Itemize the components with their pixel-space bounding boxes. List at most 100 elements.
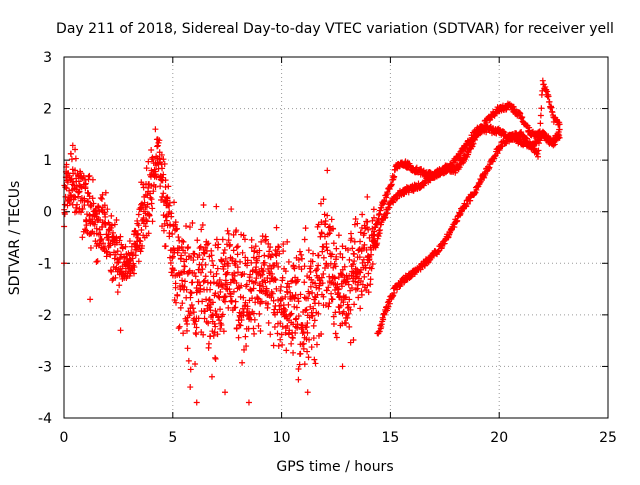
data-point <box>172 280 179 287</box>
data-point <box>244 257 251 264</box>
data-point <box>267 331 274 338</box>
data-point <box>159 165 166 172</box>
data-point <box>116 282 123 289</box>
data-point <box>239 249 246 256</box>
data-point <box>200 278 207 285</box>
data-point <box>251 330 258 337</box>
data-point <box>376 328 383 335</box>
data-point <box>189 279 196 286</box>
data-point <box>295 365 302 372</box>
data-point <box>200 331 207 338</box>
data-point <box>240 294 247 301</box>
data-point <box>234 243 241 250</box>
data-point <box>241 346 248 353</box>
data-point <box>204 279 211 286</box>
data-point <box>537 120 544 127</box>
data-point <box>228 206 235 213</box>
data-point <box>146 212 153 219</box>
data-point <box>216 277 223 284</box>
data-point <box>173 299 180 306</box>
data-point <box>261 259 268 266</box>
data-point <box>244 305 251 312</box>
data-point <box>122 243 129 250</box>
data-point <box>158 151 165 158</box>
data-point <box>494 150 501 157</box>
data-point <box>255 295 262 302</box>
data-point <box>360 256 367 263</box>
data-point <box>248 244 255 251</box>
data-point <box>126 238 133 245</box>
data-point <box>298 255 305 262</box>
data-point <box>112 251 119 258</box>
data-point <box>98 235 105 242</box>
data-point <box>306 336 313 343</box>
data-point <box>197 285 204 292</box>
data-point <box>144 201 151 208</box>
data-point <box>306 290 313 297</box>
data-point <box>89 195 96 202</box>
data-point <box>113 216 120 223</box>
data-point <box>337 250 344 257</box>
data-point <box>141 199 148 206</box>
data-point <box>361 230 368 237</box>
data-point <box>100 240 107 247</box>
data-point <box>111 255 118 262</box>
data-point <box>312 267 319 274</box>
data-point <box>248 236 255 243</box>
data-point <box>270 297 277 304</box>
data-point <box>328 216 335 223</box>
data-point <box>138 227 145 234</box>
y-tick-label: 1 <box>43 153 52 169</box>
data-point <box>180 330 187 337</box>
data-point <box>350 261 357 268</box>
data-point <box>186 224 193 231</box>
data-point <box>61 211 68 218</box>
data-point <box>309 289 316 296</box>
data-point <box>118 241 125 248</box>
data-point <box>174 225 181 232</box>
data-point <box>196 245 203 252</box>
data-point <box>80 172 87 179</box>
data-point <box>282 306 289 313</box>
data-point <box>268 270 275 277</box>
data-point <box>322 218 329 225</box>
data-point <box>227 291 234 298</box>
data-point <box>276 250 283 257</box>
data-point <box>126 272 133 279</box>
data-point <box>252 299 259 306</box>
data-point <box>323 287 330 294</box>
data-point <box>288 340 295 347</box>
data-point <box>275 342 282 349</box>
data-point <box>277 320 284 327</box>
data-point <box>236 258 243 265</box>
data-point <box>351 301 358 308</box>
data-point <box>325 303 332 310</box>
data-point <box>199 266 206 273</box>
data-point <box>304 329 311 336</box>
y-tick-label: 2 <box>43 102 52 118</box>
data-point <box>329 296 336 303</box>
data-point <box>108 212 115 219</box>
data-point <box>81 195 88 202</box>
data-point <box>114 248 121 255</box>
data-point <box>160 190 167 197</box>
data-point <box>335 232 342 239</box>
data-point <box>86 172 93 179</box>
data-point <box>185 357 192 364</box>
data-point <box>344 276 351 283</box>
data-point <box>342 294 349 301</box>
data-point <box>326 300 333 307</box>
data-point <box>324 212 331 219</box>
data-point <box>210 262 217 269</box>
data-point <box>253 275 260 282</box>
data-point <box>149 156 156 163</box>
data-point <box>162 177 169 184</box>
data-point <box>207 307 214 314</box>
data-point <box>210 312 217 319</box>
data-point <box>319 248 326 255</box>
data-point <box>75 189 82 196</box>
data-point <box>274 330 281 337</box>
data-point <box>179 277 186 284</box>
data-point <box>118 251 125 258</box>
